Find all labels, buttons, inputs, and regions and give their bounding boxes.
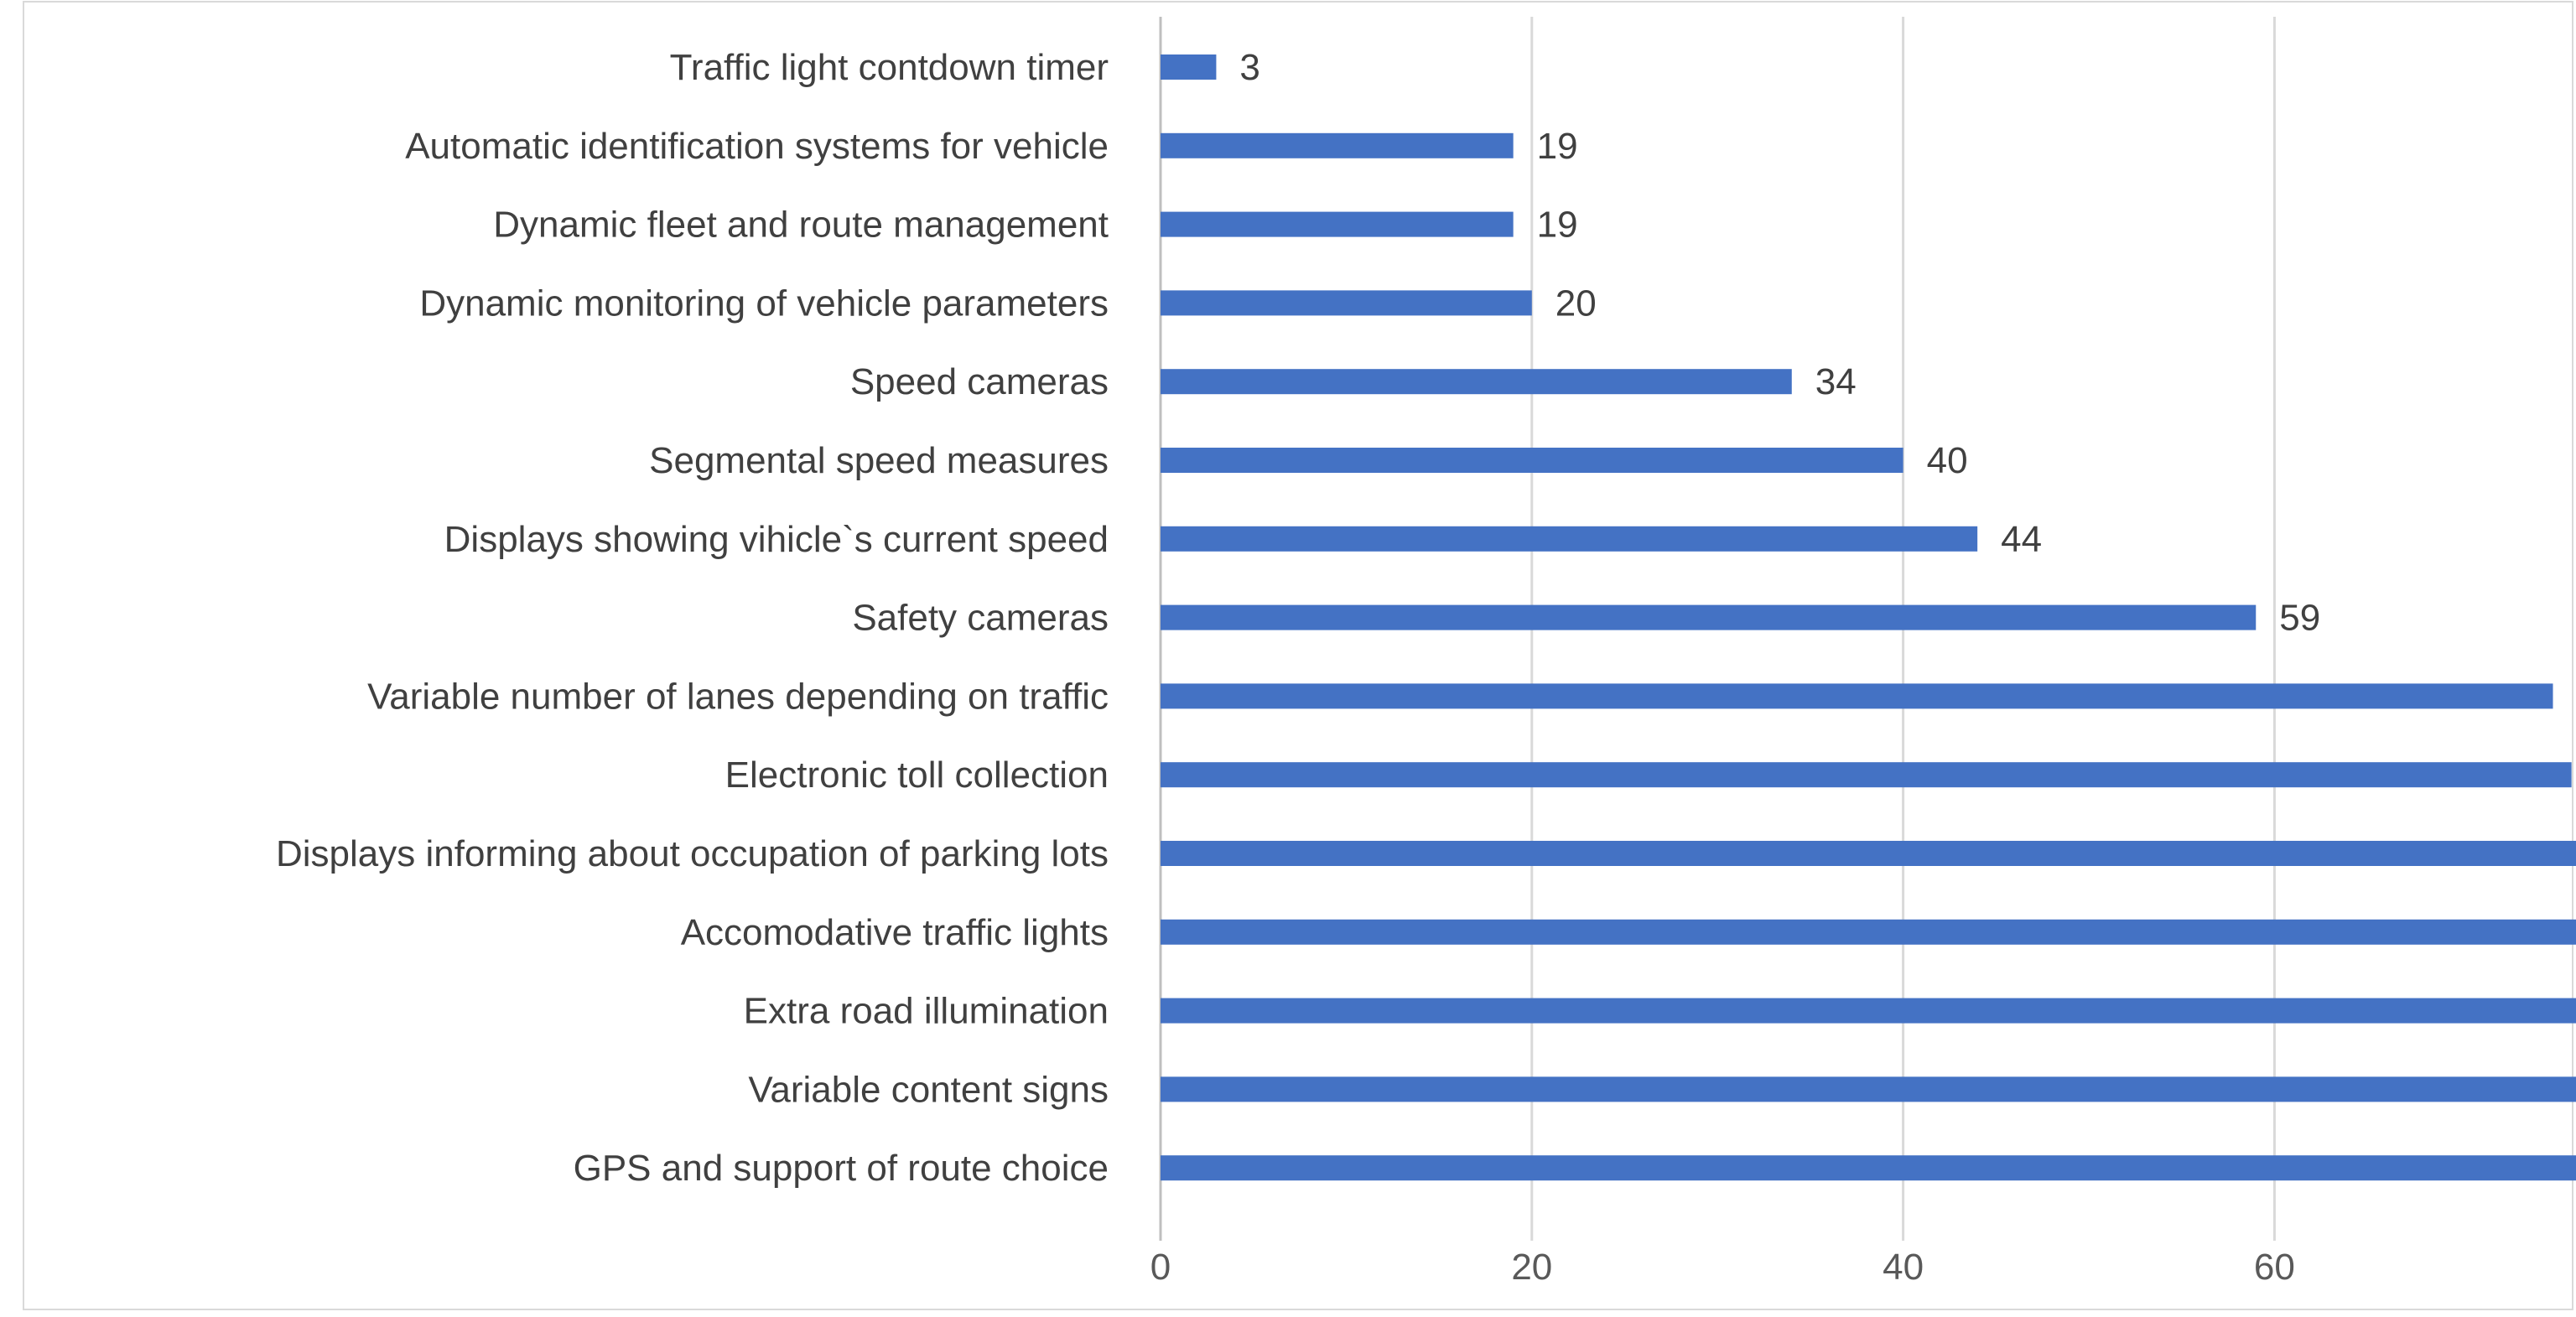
bar xyxy=(1161,762,2572,788)
chart-frame xyxy=(23,1,2573,1310)
data-label: 59 xyxy=(2279,598,2320,639)
data-label: 34 xyxy=(1815,361,1857,402)
category-label: Electronic toll collection xyxy=(725,754,1109,796)
category-label: Variable number of lanes depending on tr… xyxy=(367,676,1109,717)
bar xyxy=(1161,604,2257,630)
category-label: Variable content signs xyxy=(748,1069,1109,1110)
bar xyxy=(1161,526,1978,552)
data-label: 3 xyxy=(1239,47,1259,88)
category-label: Segmental speed measures xyxy=(649,440,1109,481)
data-label: 20 xyxy=(1555,283,1597,324)
x-tick-label: 40 xyxy=(1883,1247,1924,1288)
x-tick-label: 20 xyxy=(1511,1247,1552,1288)
bar xyxy=(1161,683,2553,709)
bars xyxy=(1161,54,2576,1181)
category-label: Dynamic fleet and route management xyxy=(493,205,1109,246)
labels: 020406080100120140Traffic light contdown… xyxy=(276,47,2320,1288)
bar xyxy=(1161,132,1514,158)
data-label: 40 xyxy=(1927,440,1968,481)
data-label: 44 xyxy=(2001,519,2042,560)
category-label: Extra road illumination xyxy=(744,991,1109,1032)
x-tick-label: 0 xyxy=(1150,1247,1171,1288)
bar xyxy=(1161,290,1532,316)
bar xyxy=(1161,211,1514,237)
category-label: Safety cameras xyxy=(852,598,1109,639)
category-label: Accomodative traffic lights xyxy=(681,912,1109,953)
category-label: Dynamic monitoring of vehicle parameters xyxy=(419,283,1109,324)
bar xyxy=(1161,369,1792,395)
x-tick-label: 60 xyxy=(2254,1247,2295,1288)
bar xyxy=(1161,54,1217,80)
category-label: Automatic identification systems for veh… xyxy=(405,126,1109,167)
bar xyxy=(1161,841,2576,866)
bar xyxy=(1161,919,2576,945)
bar xyxy=(1161,1155,2576,1181)
data-label: 19 xyxy=(1537,205,1578,246)
data-label: 19 xyxy=(1537,126,1578,167)
category-label: Traffic light contdown timer xyxy=(670,47,1109,88)
bar xyxy=(1161,1076,2576,1102)
category-label: Displays showing vihicle`s current speed xyxy=(444,519,1109,560)
category-label: Speed cameras xyxy=(850,361,1109,402)
bar xyxy=(1161,998,2576,1024)
bar xyxy=(1161,448,1903,473)
category-label: GPS and support of route choice xyxy=(574,1148,1109,1189)
category-label: Displays informing about occupation of p… xyxy=(276,833,1109,874)
